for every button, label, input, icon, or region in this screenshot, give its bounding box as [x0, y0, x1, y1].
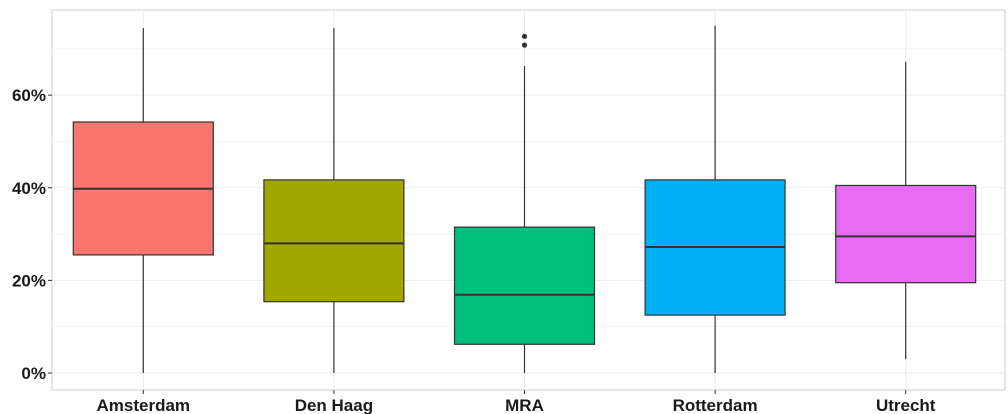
- x-tick-label: Amsterdam: [97, 396, 191, 414]
- box-utrecht: [835, 184, 977, 284]
- outlier-point: [521, 33, 528, 39]
- axes: [48, 94, 907, 394]
- y-tick-label: 0%: [21, 364, 46, 383]
- box-mra: [453, 226, 596, 345]
- y-tick-label: 40%: [12, 179, 46, 198]
- boxes: [72, 25, 977, 373]
- x-tick-label: Rotterdam: [673, 396, 758, 414]
- labels: 0% 20% 40% 60% Amsterdam Den Haag MRA Rotterdam…: [12, 86, 936, 414]
- y-tick-label: 20%: [12, 271, 46, 290]
- x-tick-label: Den Haag: [295, 396, 373, 414]
- outlier-point: [521, 42, 528, 48]
- y-tick-label: 60%: [12, 86, 46, 105]
- x-tick-label: Utrecht: [876, 396, 936, 414]
- box-den-haag: [263, 179, 405, 303]
- x-tick-label: MRA: [505, 396, 544, 414]
